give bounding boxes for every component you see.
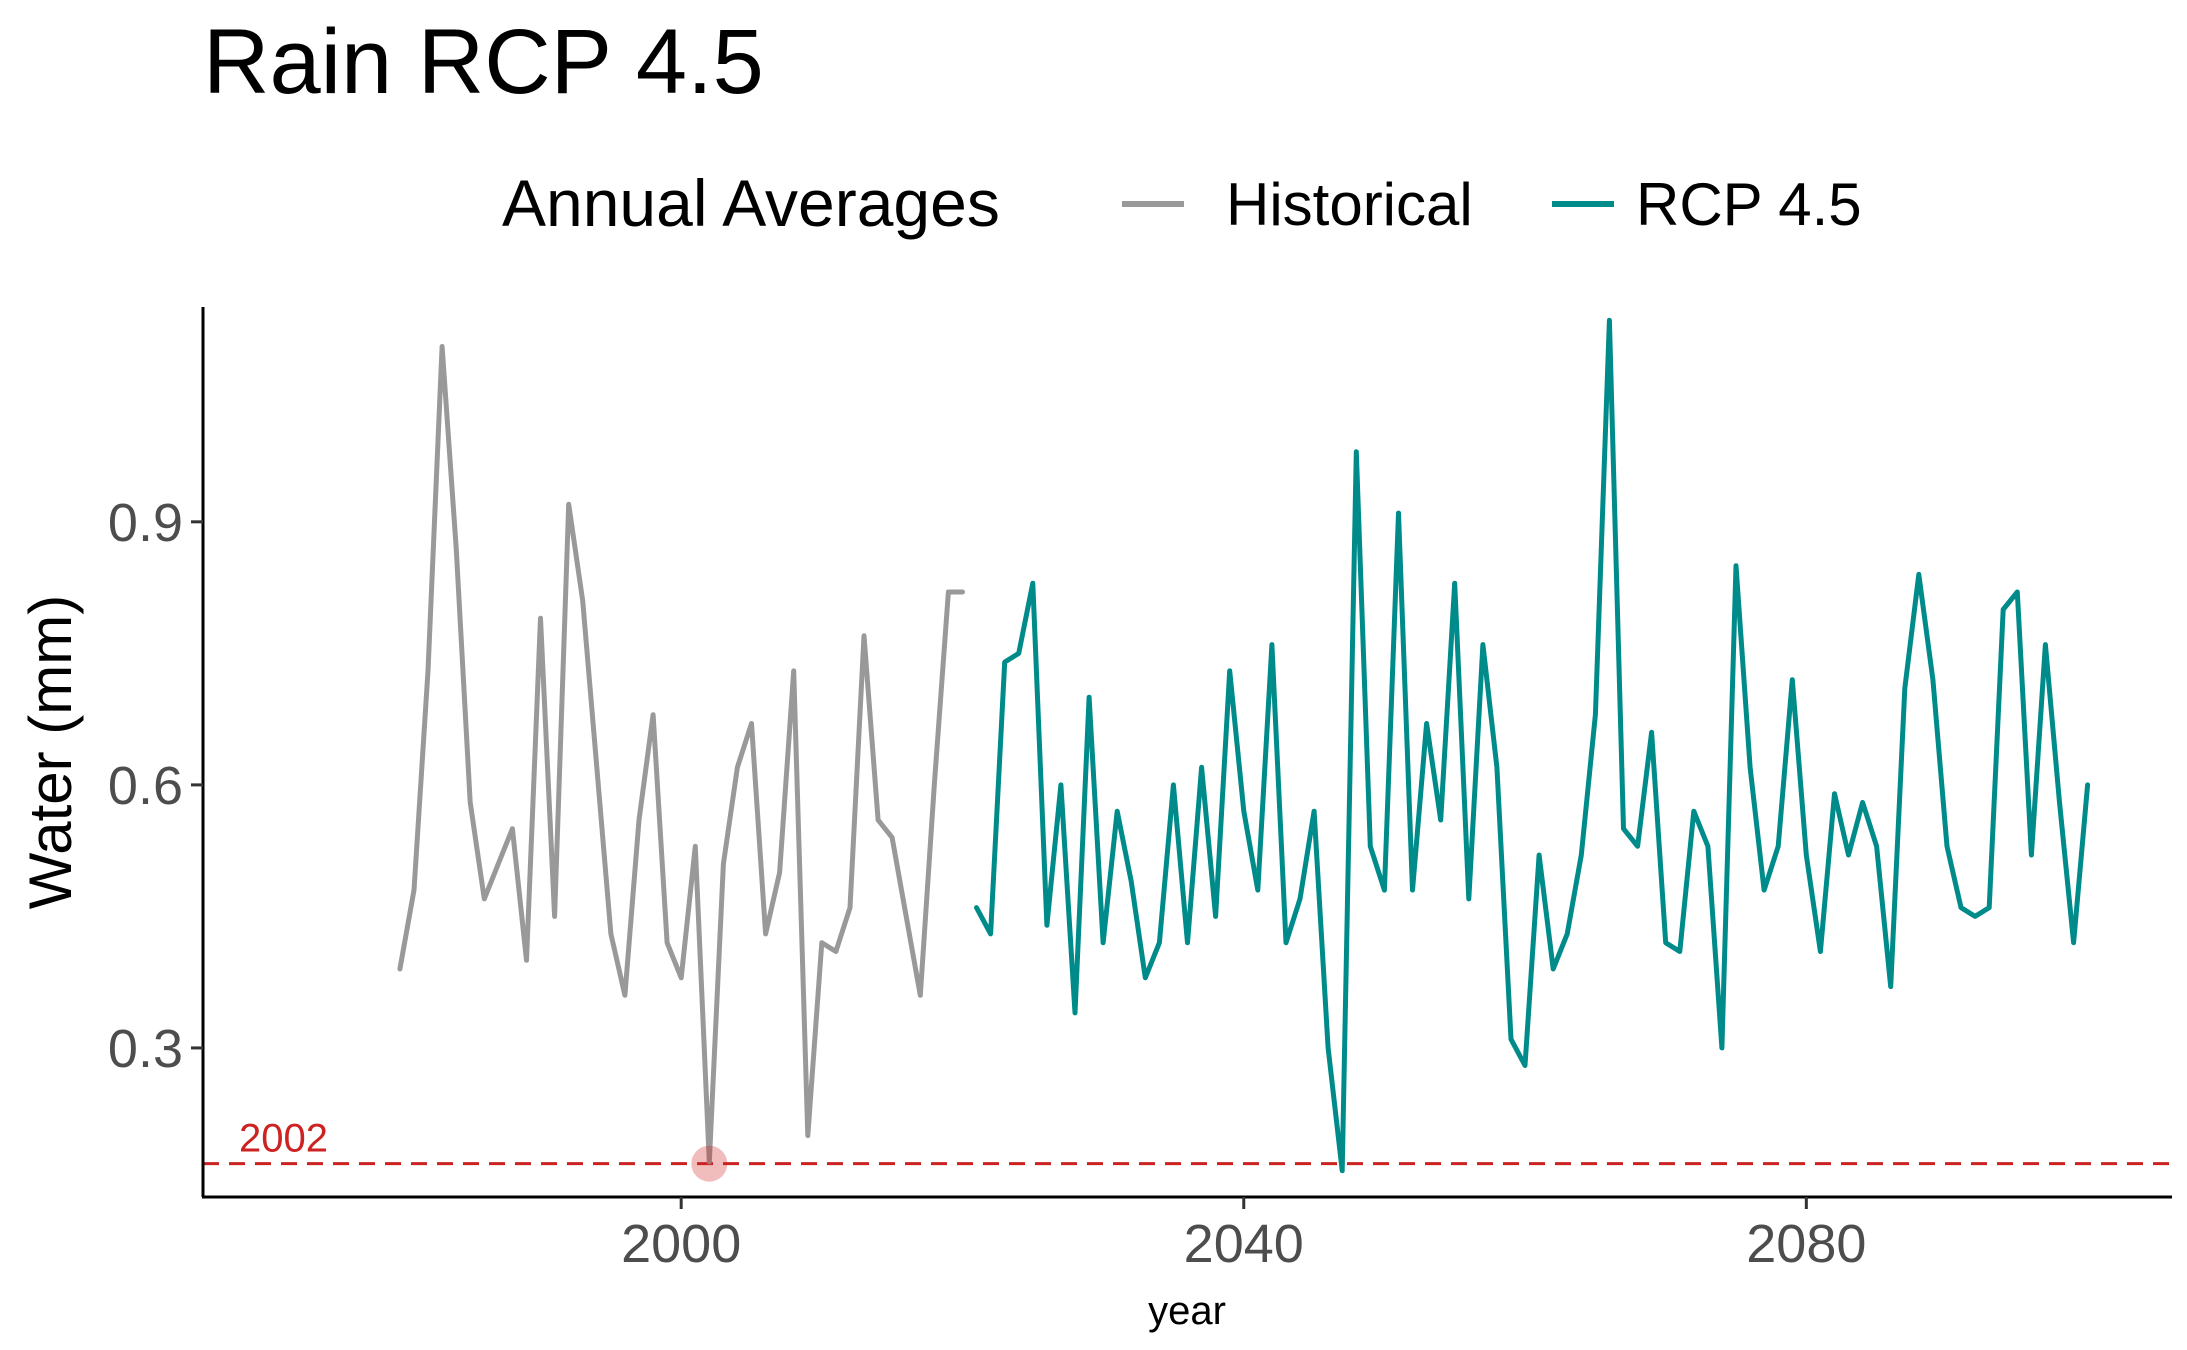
y-axis-ticks: 0.3 0.6 0.9	[108, 493, 203, 1079]
x-axis-label: year	[1148, 1289, 1226, 1333]
y-tick-label: 0.9	[108, 493, 183, 553]
legend-label-historical: Historical	[1226, 171, 1473, 238]
reference-line-label: 2002	[239, 1117, 328, 1161]
legend-label-rcp45: RCP 4.5	[1636, 171, 1862, 238]
series-line-rcp45	[974, 317, 2091, 1174]
y-axis-label: Water (mm)	[17, 595, 84, 909]
x-tick-label: 2080	[1746, 1214, 1866, 1274]
x-axis-ticks: 2000 2040 2080	[621, 1197, 1866, 1274]
legend: Annual Averages Historical RCP 4.5	[502, 166, 1862, 240]
x-tick-label: 2000	[621, 1214, 741, 1274]
x-tick-label: 2040	[1184, 1214, 1304, 1274]
plot-area: 2002	[203, 317, 2172, 1182]
y-tick-label: 0.6	[108, 756, 183, 816]
y-tick-label: 0.3	[108, 1019, 183, 1079]
reference-point-marker	[691, 1145, 728, 1182]
chart-title: Rain RCP 4.5	[203, 11, 764, 113]
series-line-historical	[397, 344, 965, 1165]
legend-title: Annual Averages	[502, 166, 1000, 240]
